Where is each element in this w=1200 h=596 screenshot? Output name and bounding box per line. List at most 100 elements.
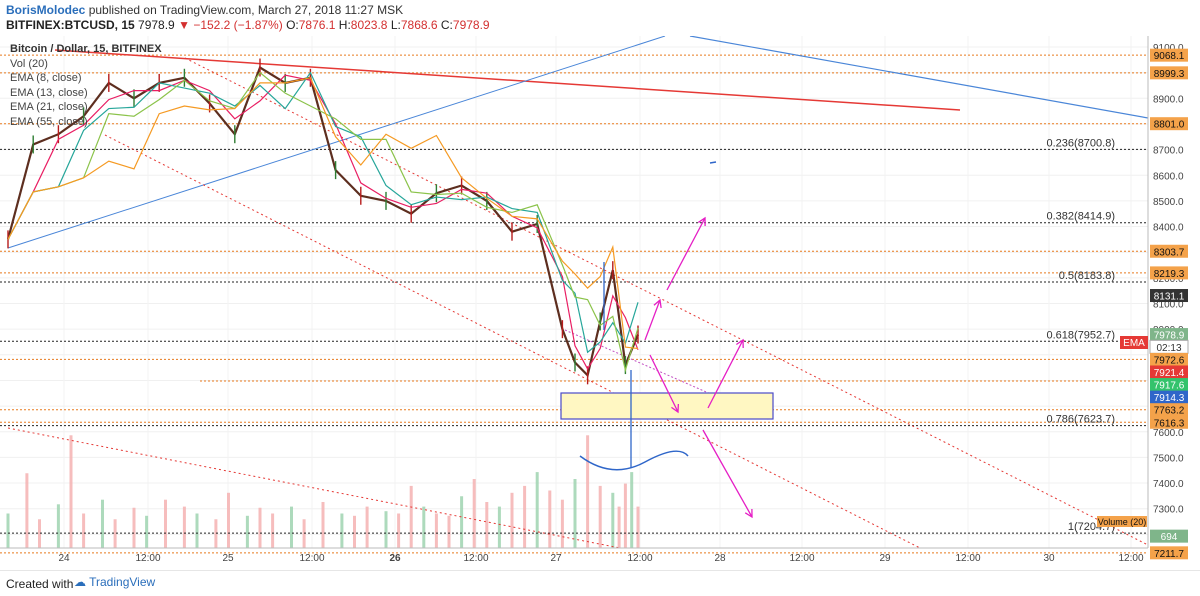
annotations xyxy=(579,161,753,519)
volume-bar xyxy=(245,515,249,548)
volume-bar xyxy=(617,506,621,548)
arrow-head xyxy=(744,508,753,519)
x-tick-label: 27 xyxy=(550,553,562,564)
chart-area[interactable]: 0.236(8700.8) 0.382(8414.9) 0.5(8183.8) 0.6… xyxy=(0,35,1200,570)
volume-bar xyxy=(101,499,104,548)
fib-label: 0.236(8700.8) xyxy=(1047,137,1116,149)
price-tag xyxy=(1150,328,1188,342)
ema8-line xyxy=(7,74,639,371)
price-tag-text: 7616.3 xyxy=(1154,418,1185,429)
last-price: 7978.9 xyxy=(138,18,175,32)
volume-bar xyxy=(535,472,539,548)
volume-bar xyxy=(182,506,186,548)
x-tick-label: 12:00 xyxy=(1118,553,1143,564)
x-tick-label: 12:00 xyxy=(135,553,160,564)
price-tag xyxy=(1150,415,1188,429)
fib-labels: 0.236(8700.8) 0.382(8414.9) 0.5(8183.8) 0.6… xyxy=(1047,137,1116,533)
y-tick-label: 7500.0 xyxy=(1153,453,1184,464)
legend-item: EMA (21, close) xyxy=(10,101,88,113)
ema21-line xyxy=(7,71,639,373)
price-tag xyxy=(1150,48,1188,62)
high-value: 8023.8 xyxy=(350,18,388,32)
x-tick-label: 12:00 xyxy=(627,553,652,564)
volume-bar xyxy=(497,506,501,548)
time-axis[interactable]: 24 12:00 25 12:00 26 12:00 27 12:00 28 12:00 29 12:… xyxy=(58,553,1144,564)
volume-bar xyxy=(623,483,627,548)
volume-bar xyxy=(25,473,29,548)
volume-bar xyxy=(271,513,275,548)
y-tick-label: 7400.0 xyxy=(1153,479,1184,490)
price-tag xyxy=(1150,352,1188,366)
ohlc-bar: BITFINEX:BTCUSD, 15 7978.9 ▼ −152.2 (−1.… xyxy=(6,18,490,32)
x-tick-label: 12:00 xyxy=(955,553,980,564)
publish-text: published on TradingView.com, March 27, … xyxy=(88,3,404,17)
y-tick-label: 7600.0 xyxy=(1153,428,1184,439)
volume-bar xyxy=(340,513,344,548)
price-tag-text: 02:13 xyxy=(1156,343,1181,354)
publish-info: BorisMolodec published on TradingView.co… xyxy=(6,3,403,17)
arrow-shaft xyxy=(707,339,744,409)
price-tag xyxy=(1150,403,1188,417)
low-value: 7868.6 xyxy=(400,18,438,32)
symbol-label[interactable]: BITFINEX:BTCUSD, 15 xyxy=(6,18,135,32)
ema55-line xyxy=(7,77,639,350)
y-tick-label: 9100.0 xyxy=(1153,43,1184,54)
blue-mark xyxy=(709,161,717,164)
price-series xyxy=(6,58,640,385)
price-tag-text: 7972.6 xyxy=(1154,355,1185,366)
legend-title: Bitcoin / Dollar, 15, BITFINEX xyxy=(10,43,162,55)
price-tag-text: 8801.0 xyxy=(1154,120,1185,131)
price-tag-text: 7914.3 xyxy=(1154,393,1185,404)
price-tag-text: 7921.4 xyxy=(1154,368,1185,379)
x-tick-label: 25 xyxy=(222,553,234,564)
price-tag xyxy=(1150,378,1188,392)
volume-bar xyxy=(630,472,634,548)
x-tick-label: 24 xyxy=(58,553,70,564)
price-tag xyxy=(1150,117,1188,131)
down-arrow-icon: ▼ xyxy=(178,18,190,32)
arrow-head xyxy=(653,298,662,309)
ema-tag-text: EMA xyxy=(1123,338,1145,349)
dotted-projection xyxy=(564,329,771,421)
ema13-line xyxy=(7,71,639,354)
open-value: 7876.1 xyxy=(298,18,336,32)
arrow-shaft xyxy=(702,429,753,518)
volume-bar xyxy=(397,513,401,548)
volume-bar xyxy=(82,513,86,548)
volume-bar xyxy=(227,492,230,548)
change-value: −152.2 (−1.87%) xyxy=(193,18,283,32)
channel-bottom xyxy=(7,427,621,549)
author-link[interactable]: BorisMolodec xyxy=(6,3,86,17)
volume-bar xyxy=(384,511,388,548)
price-tag xyxy=(1150,390,1188,404)
x-tick-label: 12:00 xyxy=(789,553,814,564)
x-tick-label: 12:00 xyxy=(299,553,324,564)
tradingview-logo[interactable]: ☁ TradingView xyxy=(74,575,155,589)
y-tick-label: 7300.0 xyxy=(1153,505,1184,516)
price-chart[interactable]: 0.236(8700.8) 0.382(8414.9) 0.5(8183.8) 0.6… xyxy=(0,35,1200,570)
close-label: C: xyxy=(440,18,453,32)
trend-line-red xyxy=(54,49,961,111)
arrow-shaft xyxy=(649,354,679,413)
volume-bar xyxy=(69,435,73,548)
trend-line-blue-down xyxy=(689,35,1149,119)
x-tick-label: 30 xyxy=(1043,553,1055,564)
legend-item: EMA (8, close) xyxy=(10,72,82,84)
volume-bar xyxy=(113,519,117,548)
legend-item: EMA (13, close) xyxy=(10,86,88,99)
fib-label: 0.5(8183.8) xyxy=(1059,270,1115,282)
target-zone-box xyxy=(560,392,774,420)
price-tag xyxy=(1150,289,1188,303)
volume-bar xyxy=(145,515,149,548)
low-label: L: xyxy=(390,18,401,32)
volume-bar xyxy=(290,506,293,548)
volume-bar xyxy=(636,506,640,548)
volume-bar xyxy=(38,519,41,548)
blue-swoosh xyxy=(579,450,689,471)
close-value: 7978.9 xyxy=(452,18,490,32)
trend-line-blue-up xyxy=(7,35,666,249)
volume-bar xyxy=(365,506,369,548)
volume-bar xyxy=(573,479,577,548)
volume-bar xyxy=(214,519,218,548)
x-tick-label: 29 xyxy=(879,553,891,564)
